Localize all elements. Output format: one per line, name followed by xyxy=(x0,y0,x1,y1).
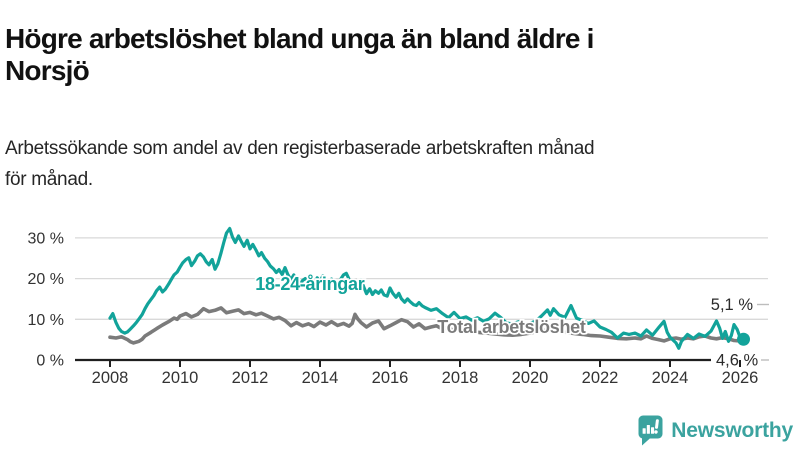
page-title-line1: Högre arbetslöshet bland unga än bland ä… xyxy=(5,22,594,54)
y-axis-tick-label: 30 % xyxy=(28,230,64,247)
end-value-label-young: 5,1 % xyxy=(711,296,754,314)
x-axis-tick-label: 2012 xyxy=(232,369,269,387)
series-line-total xyxy=(108,306,746,345)
y-axis-tick-label: 20 % xyxy=(28,271,64,288)
x-axis-tick-label: 2024 xyxy=(652,369,689,387)
newsworthy-logo[interactable]: Newsworthy xyxy=(638,415,793,446)
page-title-line2: Norsjö xyxy=(5,54,90,86)
end-value-label-total: 4,6 % xyxy=(716,352,759,370)
x-axis-tick-label: 2010 xyxy=(162,369,199,387)
page-title: Högre arbetslöshet bland unga än bland ä… xyxy=(5,23,785,87)
x-axis-tick-label: 2016 xyxy=(372,369,409,387)
series-label-young: 18-24-åringar xyxy=(255,274,364,294)
newsworthy-bar-chart-bubble-icon xyxy=(638,415,663,446)
page-subtitle-line2: för månad. xyxy=(5,169,93,190)
series-line-young xyxy=(108,226,746,350)
page-subtitle: Arbetssökande som andel av den registerb… xyxy=(5,133,795,195)
y-axis-tick-label: 0 % xyxy=(36,353,64,370)
x-axis-tick-label: 2022 xyxy=(582,369,619,387)
x-axis-tick-label: 2026 xyxy=(722,369,759,387)
y-axis-tick-label: 10 % xyxy=(28,312,64,329)
x-axis-tick-label: 2018 xyxy=(442,369,479,387)
newsworthy-logo-text: Newsworthy xyxy=(671,418,793,442)
page-subtitle-line1: Arbetssökande som andel av den registerb… xyxy=(5,138,595,159)
x-axis-tick-label: 2014 xyxy=(302,369,339,387)
series-end-dot xyxy=(737,332,750,346)
x-axis-tick-label: 2008 xyxy=(92,369,129,387)
x-axis-tick-label: 2020 xyxy=(512,369,549,387)
series-label-total: Total arbetslöshet xyxy=(437,317,586,337)
